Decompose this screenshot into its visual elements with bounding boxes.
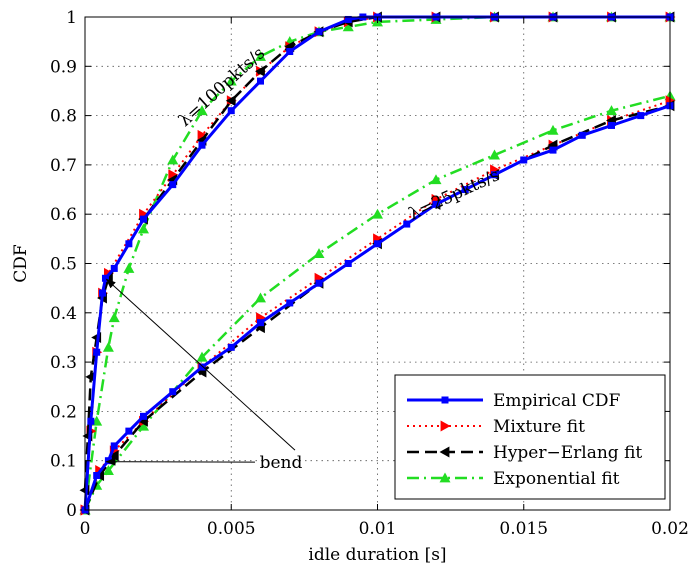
y-tick-label: 0.2 <box>50 402 77 422</box>
y-tick-label: 0.6 <box>50 205 77 225</box>
legend-marker <box>440 420 451 432</box>
data-point <box>372 208 383 219</box>
data-point <box>257 77 264 85</box>
data-point <box>313 248 325 259</box>
data-point <box>432 200 440 208</box>
x-tick-label: 0.015 <box>499 519 548 539</box>
data-point <box>374 240 381 248</box>
bend-label: bend <box>260 453 303 473</box>
y-tick-label: 0.4 <box>50 304 77 324</box>
legend-entry: Mixture fit <box>407 417 585 437</box>
data-point <box>430 174 442 185</box>
data-point <box>101 274 109 282</box>
data-point <box>102 341 114 352</box>
data-point <box>547 124 559 135</box>
data-point <box>99 289 107 297</box>
data-point <box>255 65 265 77</box>
legend-entry: Hyper−Erlang fit <box>407 443 642 463</box>
x-tick-label: 0.005 <box>207 519 256 539</box>
data-point <box>196 351 208 362</box>
legend-label: Empirical CDF <box>493 391 621 411</box>
legend-entry: Empirical CDF <box>407 391 621 411</box>
data-point <box>85 371 96 383</box>
legend: Empirical CDF Mixture fit Hyper−Erlang fit… <box>394 374 666 500</box>
data-point <box>123 262 135 273</box>
data-point <box>140 412 147 420</box>
data-point <box>138 223 149 234</box>
y-tick-label: 0.1 <box>50 452 77 472</box>
legend-label: Hyper−Erlang fit <box>493 443 642 463</box>
y-tick-label: 0 <box>66 501 77 521</box>
data-point <box>315 28 323 36</box>
data-point <box>255 292 266 303</box>
legend-entry: Exponential fit <box>407 469 620 489</box>
data-point <box>286 299 294 307</box>
y-tick-label: 1 <box>66 8 77 28</box>
data-point <box>255 50 266 61</box>
data-point <box>257 319 264 327</box>
legend-marker <box>441 396 449 404</box>
data-point <box>403 220 411 228</box>
data-point <box>169 388 177 396</box>
data-point <box>93 471 101 479</box>
data-point <box>491 171 498 179</box>
data-point <box>637 112 645 120</box>
y-tick-label: 0.8 <box>50 107 77 127</box>
data-point <box>169 181 177 189</box>
data-point <box>225 95 236 107</box>
data-point <box>578 131 586 139</box>
data-point <box>125 240 133 248</box>
data-point <box>140 215 147 223</box>
data-point <box>110 442 118 450</box>
bend-arrow <box>105 278 296 451</box>
data-point <box>125 427 133 435</box>
data-point <box>225 75 237 86</box>
data-point <box>286 48 294 56</box>
y-tick-label: 0.5 <box>50 255 77 275</box>
x-axis-label: idle duration [s] <box>308 545 446 565</box>
data-point <box>549 146 557 154</box>
data-point <box>315 279 323 287</box>
data-point <box>168 169 179 181</box>
axis-ticks: 0 0.005 0.01 0.015 0.02 0 0.1 0.2 0.3 0.4 0.5 0.6 0.… <box>50 8 689 539</box>
data-point <box>167 154 179 165</box>
x-tick-label: 0 <box>80 519 91 539</box>
data-point <box>489 149 500 160</box>
data-point <box>197 129 208 141</box>
x-tick-label: 0.01 <box>359 519 397 539</box>
legend-marker <box>439 446 450 458</box>
data-point <box>102 465 114 475</box>
x-tick-label: 0.02 <box>651 519 689 539</box>
y-tick-label: 0.9 <box>50 57 77 77</box>
y-tick-label: 0.3 <box>50 353 77 373</box>
data-point <box>93 348 101 356</box>
legend-label: Mixture fit <box>493 417 585 437</box>
data-point <box>196 105 208 116</box>
data-point <box>104 457 112 465</box>
legend-marker <box>439 472 451 483</box>
y-axis-label: CDF <box>11 244 31 283</box>
data-point <box>344 15 352 23</box>
data-point <box>227 343 235 351</box>
y-tick-label: 0.7 <box>50 156 77 176</box>
data-point <box>138 420 149 431</box>
data-point <box>108 450 119 462</box>
data-point <box>608 121 615 129</box>
data-point <box>342 21 354 32</box>
data-point <box>108 312 120 323</box>
data-point <box>461 186 469 194</box>
data-point <box>110 264 118 272</box>
data-point <box>344 260 352 267</box>
data-point <box>520 156 528 164</box>
data-point <box>198 141 206 149</box>
data-point <box>606 105 617 116</box>
data-point <box>198 363 206 371</box>
legend-label: Exponential fit <box>493 469 620 489</box>
data-point <box>87 417 95 425</box>
data-point <box>227 107 235 115</box>
